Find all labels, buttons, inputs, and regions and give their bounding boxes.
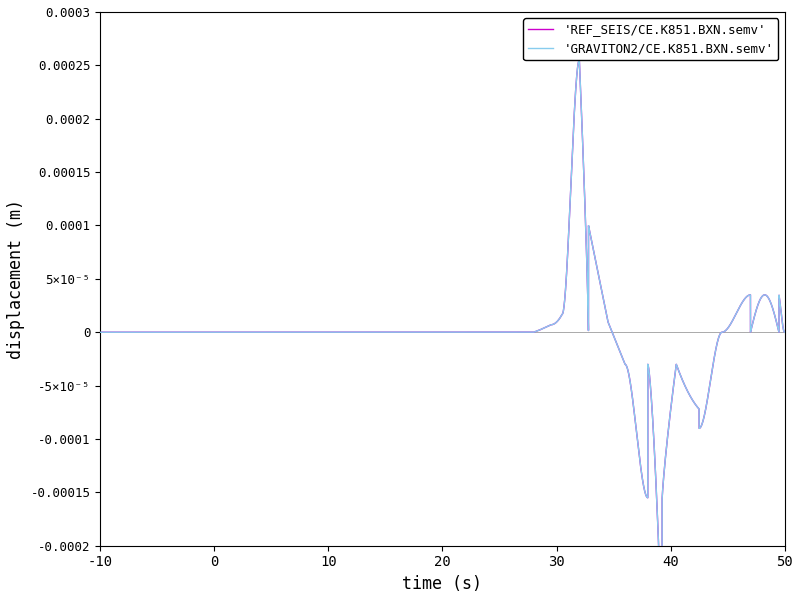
'GRAVITON2/CE.K851.BXN.semv'	[273, 329, 282, 336]
'GRAVITON2/CE.K851.BXN.semv'	[512, 329, 522, 336]
'REF_SEIS/CE.K851.BXN.semv'	[95, 329, 105, 336]
'REF_SEIS/CE.K851.BXN.semv'	[512, 329, 522, 336]
'REF_SEIS/CE.K851.BXN.semv'	[455, 329, 465, 336]
'REF_SEIS/CE.K851.BXN.semv'	[574, 56, 584, 64]
Y-axis label: displacement (m): displacement (m)	[7, 199, 25, 359]
X-axis label: time (s): time (s)	[402, 575, 482, 593]
'REF_SEIS/CE.K851.BXN.semv'	[197, 329, 206, 336]
'GRAVITON2/CE.K851.BXN.semv'	[131, 329, 141, 336]
Legend: 'REF_SEIS/CE.K851.BXN.semv', 'GRAVITON2/CE.K851.BXN.semv': 'REF_SEIS/CE.K851.BXN.semv', 'GRAVITON2/…	[523, 18, 778, 61]
'REF_SEIS/CE.K851.BXN.semv'	[131, 329, 141, 336]
'GRAVITON2/CE.K851.BXN.semv'	[446, 329, 455, 336]
Line: 'REF_SEIS/CE.K851.BXN.semv': 'REF_SEIS/CE.K851.BXN.semv'	[100, 60, 785, 600]
'GRAVITON2/CE.K851.BXN.semv'	[95, 329, 105, 336]
Line: 'GRAVITON2/CE.K851.BXN.semv': 'GRAVITON2/CE.K851.BXN.semv'	[100, 60, 785, 600]
'REF_SEIS/CE.K851.BXN.semv'	[446, 329, 455, 336]
'GRAVITON2/CE.K851.BXN.semv'	[574, 56, 584, 64]
'REF_SEIS/CE.K851.BXN.semv'	[273, 329, 282, 336]
'GRAVITON2/CE.K851.BXN.semv'	[197, 329, 206, 336]
'GRAVITON2/CE.K851.BXN.semv'	[455, 329, 465, 336]
'REF_SEIS/CE.K851.BXN.semv'	[780, 329, 790, 336]
'GRAVITON2/CE.K851.BXN.semv'	[780, 329, 790, 336]
